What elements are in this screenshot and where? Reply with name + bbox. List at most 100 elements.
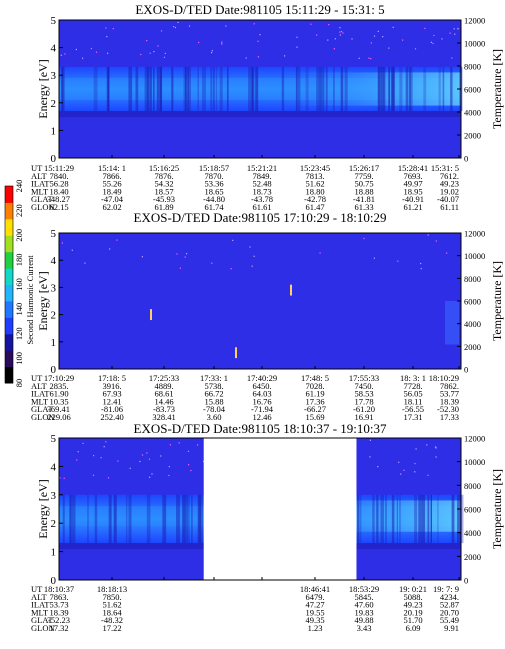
table-cell: 18:46:41 <box>300 584 330 594</box>
speckle <box>92 474 95 476</box>
row-label-alt: ALT <box>31 592 48 602</box>
table-cell: 18.95 <box>403 186 422 196</box>
table-cell: 51.62 <box>305 179 324 189</box>
speckle <box>82 57 84 59</box>
band-streak <box>128 494 132 544</box>
colorbar-tick: 220 <box>14 204 24 217</box>
y2-axis-label: Temperature [K] <box>490 261 504 341</box>
table-cell: 56.28 <box>49 179 68 189</box>
speckle <box>257 56 259 58</box>
table-cell: -47.04 <box>101 194 124 204</box>
y-axis-label: Energy [eV] <box>36 479 50 538</box>
colorbar-segment <box>5 317 13 335</box>
table-cell: 15:26:17 <box>349 163 379 173</box>
band-streak <box>451 494 455 544</box>
speckle <box>168 466 170 468</box>
table-cell: 18.88 <box>354 186 373 196</box>
table-cell: 4889. <box>154 381 173 391</box>
speckle <box>414 48 417 50</box>
speckle <box>310 23 312 25</box>
speckle <box>211 52 213 54</box>
table-cell: 52.48 <box>252 179 271 189</box>
speckle <box>435 456 437 458</box>
table-cell: 61.21 <box>403 202 422 212</box>
band-streak <box>184 494 188 544</box>
colorbar-segment <box>5 186 13 203</box>
speckle <box>259 34 261 36</box>
y-tick-label: 4 <box>51 461 57 473</box>
table-cell: 18.80 <box>305 186 324 196</box>
row-label-mlt: MLT <box>31 607 49 617</box>
band-streak <box>226 66 229 112</box>
table-cell: 7759. <box>354 171 373 181</box>
speckle <box>373 35 376 37</box>
table-cell: 20.19 <box>403 607 422 617</box>
band-streak <box>396 494 398 544</box>
band-streak <box>197 494 201 544</box>
y-tick-label: 3 <box>51 70 57 82</box>
speckle <box>319 252 321 254</box>
y2-tick-label: 2000 <box>464 552 481 562</box>
colorbar-segment <box>5 251 13 269</box>
y2-axis-label: Temperature [K] <box>490 469 504 549</box>
band-streak <box>414 494 418 544</box>
table-cell: 50.75 <box>354 179 373 189</box>
speckle <box>334 38 336 40</box>
speckle <box>187 450 190 452</box>
table-cell: 18: 3: 1 <box>400 373 426 383</box>
table-cell: 3916. <box>102 381 121 391</box>
band-streak <box>399 66 403 112</box>
warm-region <box>280 72 461 106</box>
band-streak <box>128 66 133 112</box>
colorbar-tick: 120 <box>14 327 24 340</box>
row-label-ut: UT <box>31 373 43 383</box>
band-streak <box>360 494 362 544</box>
band-streak <box>399 494 401 544</box>
table-cell: -66.27 <box>304 404 326 414</box>
table-cell: 49.23 <box>440 179 459 189</box>
speckle <box>333 48 335 50</box>
table-cell: 229.06 <box>47 412 70 422</box>
table-cell: 16.76 <box>252 396 271 406</box>
speckle <box>230 268 232 270</box>
table-cell: 15:28:41 <box>398 163 428 173</box>
speckle <box>211 50 213 52</box>
speckle <box>179 267 181 269</box>
speckle <box>105 441 107 443</box>
y2-tick-label: 4000 <box>464 108 481 118</box>
y2-tick-label: 10000 <box>464 457 485 467</box>
speckle <box>363 237 365 240</box>
speckle <box>61 242 63 244</box>
speckle <box>112 28 114 30</box>
table-cell: 328.41 <box>152 412 175 422</box>
table-cell: 61.47 <box>305 202 324 212</box>
table-cell: 49.23 <box>403 600 422 610</box>
table-cell: 4234. <box>440 592 459 602</box>
band-streak <box>372 494 375 544</box>
table-cell: 18.65 <box>204 186 223 196</box>
speckle <box>427 234 429 236</box>
speckle <box>434 446 437 448</box>
y2-tick-label: 4000 <box>464 319 481 329</box>
y2-tick-label: 8000 <box>464 481 481 491</box>
speckle <box>157 45 159 47</box>
speckle <box>174 26 176 29</box>
table-cell: 7849. <box>252 171 271 181</box>
band-streak <box>450 66 453 112</box>
table-cell: 47.27 <box>305 600 324 610</box>
y-tick-label: 2 <box>51 98 57 110</box>
orbit-table: UTALTILATMLTGLATGLON18:10:377863.53.7318… <box>31 584 459 633</box>
band-lower-fringe <box>59 111 461 118</box>
band-streak <box>295 66 298 112</box>
speckle <box>339 34 341 36</box>
speckle <box>342 32 344 34</box>
table-cell: 18:10:37 <box>44 584 74 594</box>
y2-tick-label: 4000 <box>464 528 481 538</box>
speckle <box>163 56 166 58</box>
colorbar-tick: 140 <box>14 303 24 316</box>
speckle <box>117 460 119 462</box>
signal-feature <box>290 284 292 296</box>
y2-tick-label: 0 <box>464 365 468 375</box>
speckles <box>61 234 448 270</box>
speckle <box>369 456 371 458</box>
